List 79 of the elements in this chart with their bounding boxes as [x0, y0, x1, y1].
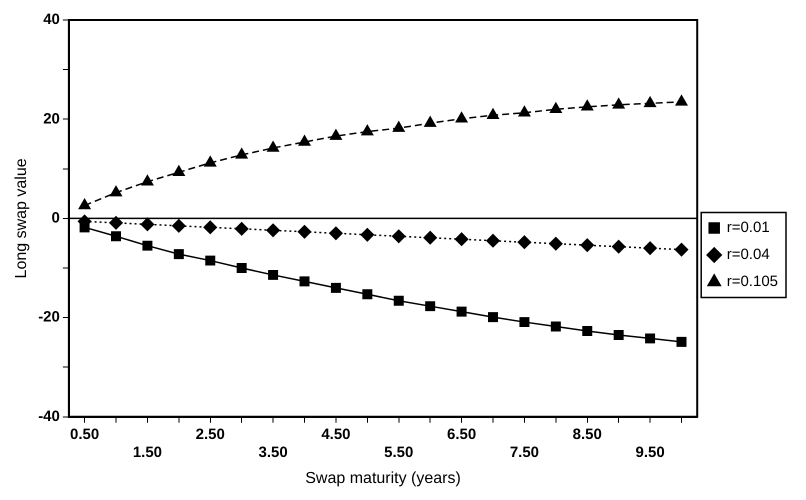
point	[78, 198, 91, 210]
point	[519, 317, 530, 328]
y-axis-title: Long swap value	[13, 158, 30, 278]
point	[141, 174, 154, 186]
x-tick-label: 1.50	[132, 444, 162, 461]
point	[392, 121, 405, 132]
point	[174, 249, 184, 260]
point	[612, 98, 625, 109]
point	[676, 95, 688, 106]
point	[204, 156, 216, 167]
point	[614, 330, 624, 340]
y-tick-label: 0	[52, 210, 60, 227]
point	[644, 96, 656, 108]
point	[360, 228, 374, 242]
point	[267, 141, 280, 152]
point	[172, 166, 185, 176]
point	[268, 270, 278, 280]
point	[487, 108, 499, 119]
point	[298, 225, 312, 239]
point	[676, 336, 686, 347]
x-axis-title: Swap maturity (years)	[305, 470, 461, 487]
point	[456, 112, 468, 122]
point	[394, 296, 404, 306]
x-tick-label: 6.50	[446, 426, 476, 443]
point	[580, 238, 594, 252]
x-tick-label: 4.50	[321, 426, 351, 443]
point	[236, 263, 247, 273]
point	[518, 235, 532, 249]
x-tick-label: 7.50	[510, 444, 540, 461]
y-tick-label: 20	[43, 110, 60, 128]
point	[581, 100, 594, 111]
point	[612, 240, 626, 254]
x-tick-label: 8.50	[572, 426, 602, 443]
point	[236, 148, 248, 159]
point	[582, 326, 592, 336]
point	[109, 216, 123, 230]
point	[361, 124, 374, 136]
x-tick-label: 3.50	[258, 444, 288, 461]
point	[549, 236, 563, 250]
point	[550, 102, 562, 114]
point	[645, 333, 656, 344]
legend-label: r=0.01	[726, 219, 770, 236]
point	[550, 322, 561, 332]
point	[456, 306, 467, 317]
point	[362, 289, 372, 300]
y-tick-label: 40	[43, 11, 60, 28]
x-tick-label: 5.50	[384, 444, 414, 461]
legend-label: r=0.04	[726, 246, 770, 264]
point	[488, 312, 498, 322]
point	[330, 129, 342, 140]
point	[80, 222, 90, 232]
y-tick-label: -40	[38, 408, 60, 425]
x-tick-label: 9.50	[635, 444, 665, 461]
point	[329, 226, 343, 240]
point	[298, 135, 310, 146]
point	[423, 230, 437, 244]
point	[454, 232, 468, 246]
point	[266, 224, 280, 238]
point	[392, 230, 406, 244]
point	[142, 240, 152, 251]
point	[330, 282, 341, 293]
point	[140, 218, 154, 232]
point	[300, 276, 310, 286]
legend-label: r=0.105	[726, 273, 778, 290]
point	[486, 234, 500, 248]
point	[518, 106, 530, 116]
point	[674, 242, 688, 256]
point	[110, 186, 122, 196]
point	[205, 256, 216, 266]
point	[234, 222, 248, 236]
point	[204, 220, 218, 234]
point	[424, 116, 436, 127]
y-tick-label: -20	[38, 308, 60, 326]
x-tick-label: 2.50	[196, 426, 225, 443]
point	[425, 301, 436, 312]
point	[643, 241, 657, 255]
x-tick-label: 0.50	[70, 426, 100, 443]
point	[172, 219, 186, 233]
point	[111, 231, 121, 242]
